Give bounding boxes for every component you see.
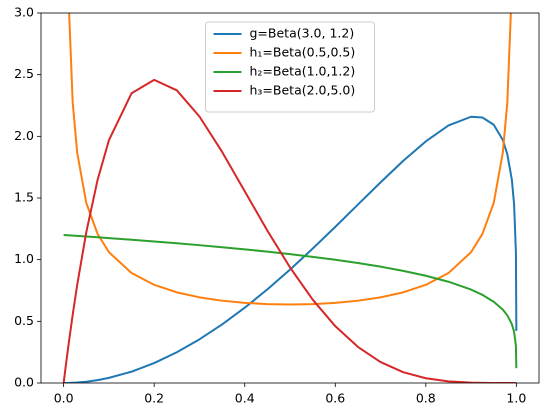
legend-label: h₁=Beta(0.5,0.5) bbox=[250, 45, 356, 60]
y-tick-label: 3.0 bbox=[14, 5, 34, 20]
series-line bbox=[68, 13, 512, 306]
y-tick-label: 0.0 bbox=[14, 375, 34, 390]
x-tick-label: 0.0 bbox=[54, 391, 74, 406]
y-tick-label: 1.5 bbox=[14, 190, 34, 205]
legend-label: g=Beta(3.0, 1.2) bbox=[250, 26, 355, 41]
series-line bbox=[63, 115, 518, 383]
y-tick-label: 1.0 bbox=[14, 251, 34, 266]
plot-frame bbox=[40, 12, 540, 384]
y-tick-label: 2.0 bbox=[14, 128, 34, 143]
y-tick-label: 2.5 bbox=[14, 66, 34, 81]
legend: g=Beta(3.0, 1.2) h₁=Beta(0.5,0.5) h₂=Beta(… bbox=[205, 21, 375, 113]
legend-box bbox=[205, 21, 375, 113]
legend-label: h₂=Beta(1.0,1.2) bbox=[250, 64, 356, 79]
legend-label: h₃=Beta(2.0,5.0) bbox=[250, 83, 356, 98]
x-tick-label: 0.8 bbox=[416, 391, 436, 406]
x-tick-label: 1.0 bbox=[506, 391, 526, 406]
x-tick-label: 0.4 bbox=[235, 391, 255, 406]
y-tick-label: 0.5 bbox=[14, 313, 34, 328]
series-line bbox=[63, 234, 518, 369]
x-tick-label: 0.6 bbox=[325, 391, 345, 406]
x-tick-label: 0.2 bbox=[144, 391, 164, 406]
